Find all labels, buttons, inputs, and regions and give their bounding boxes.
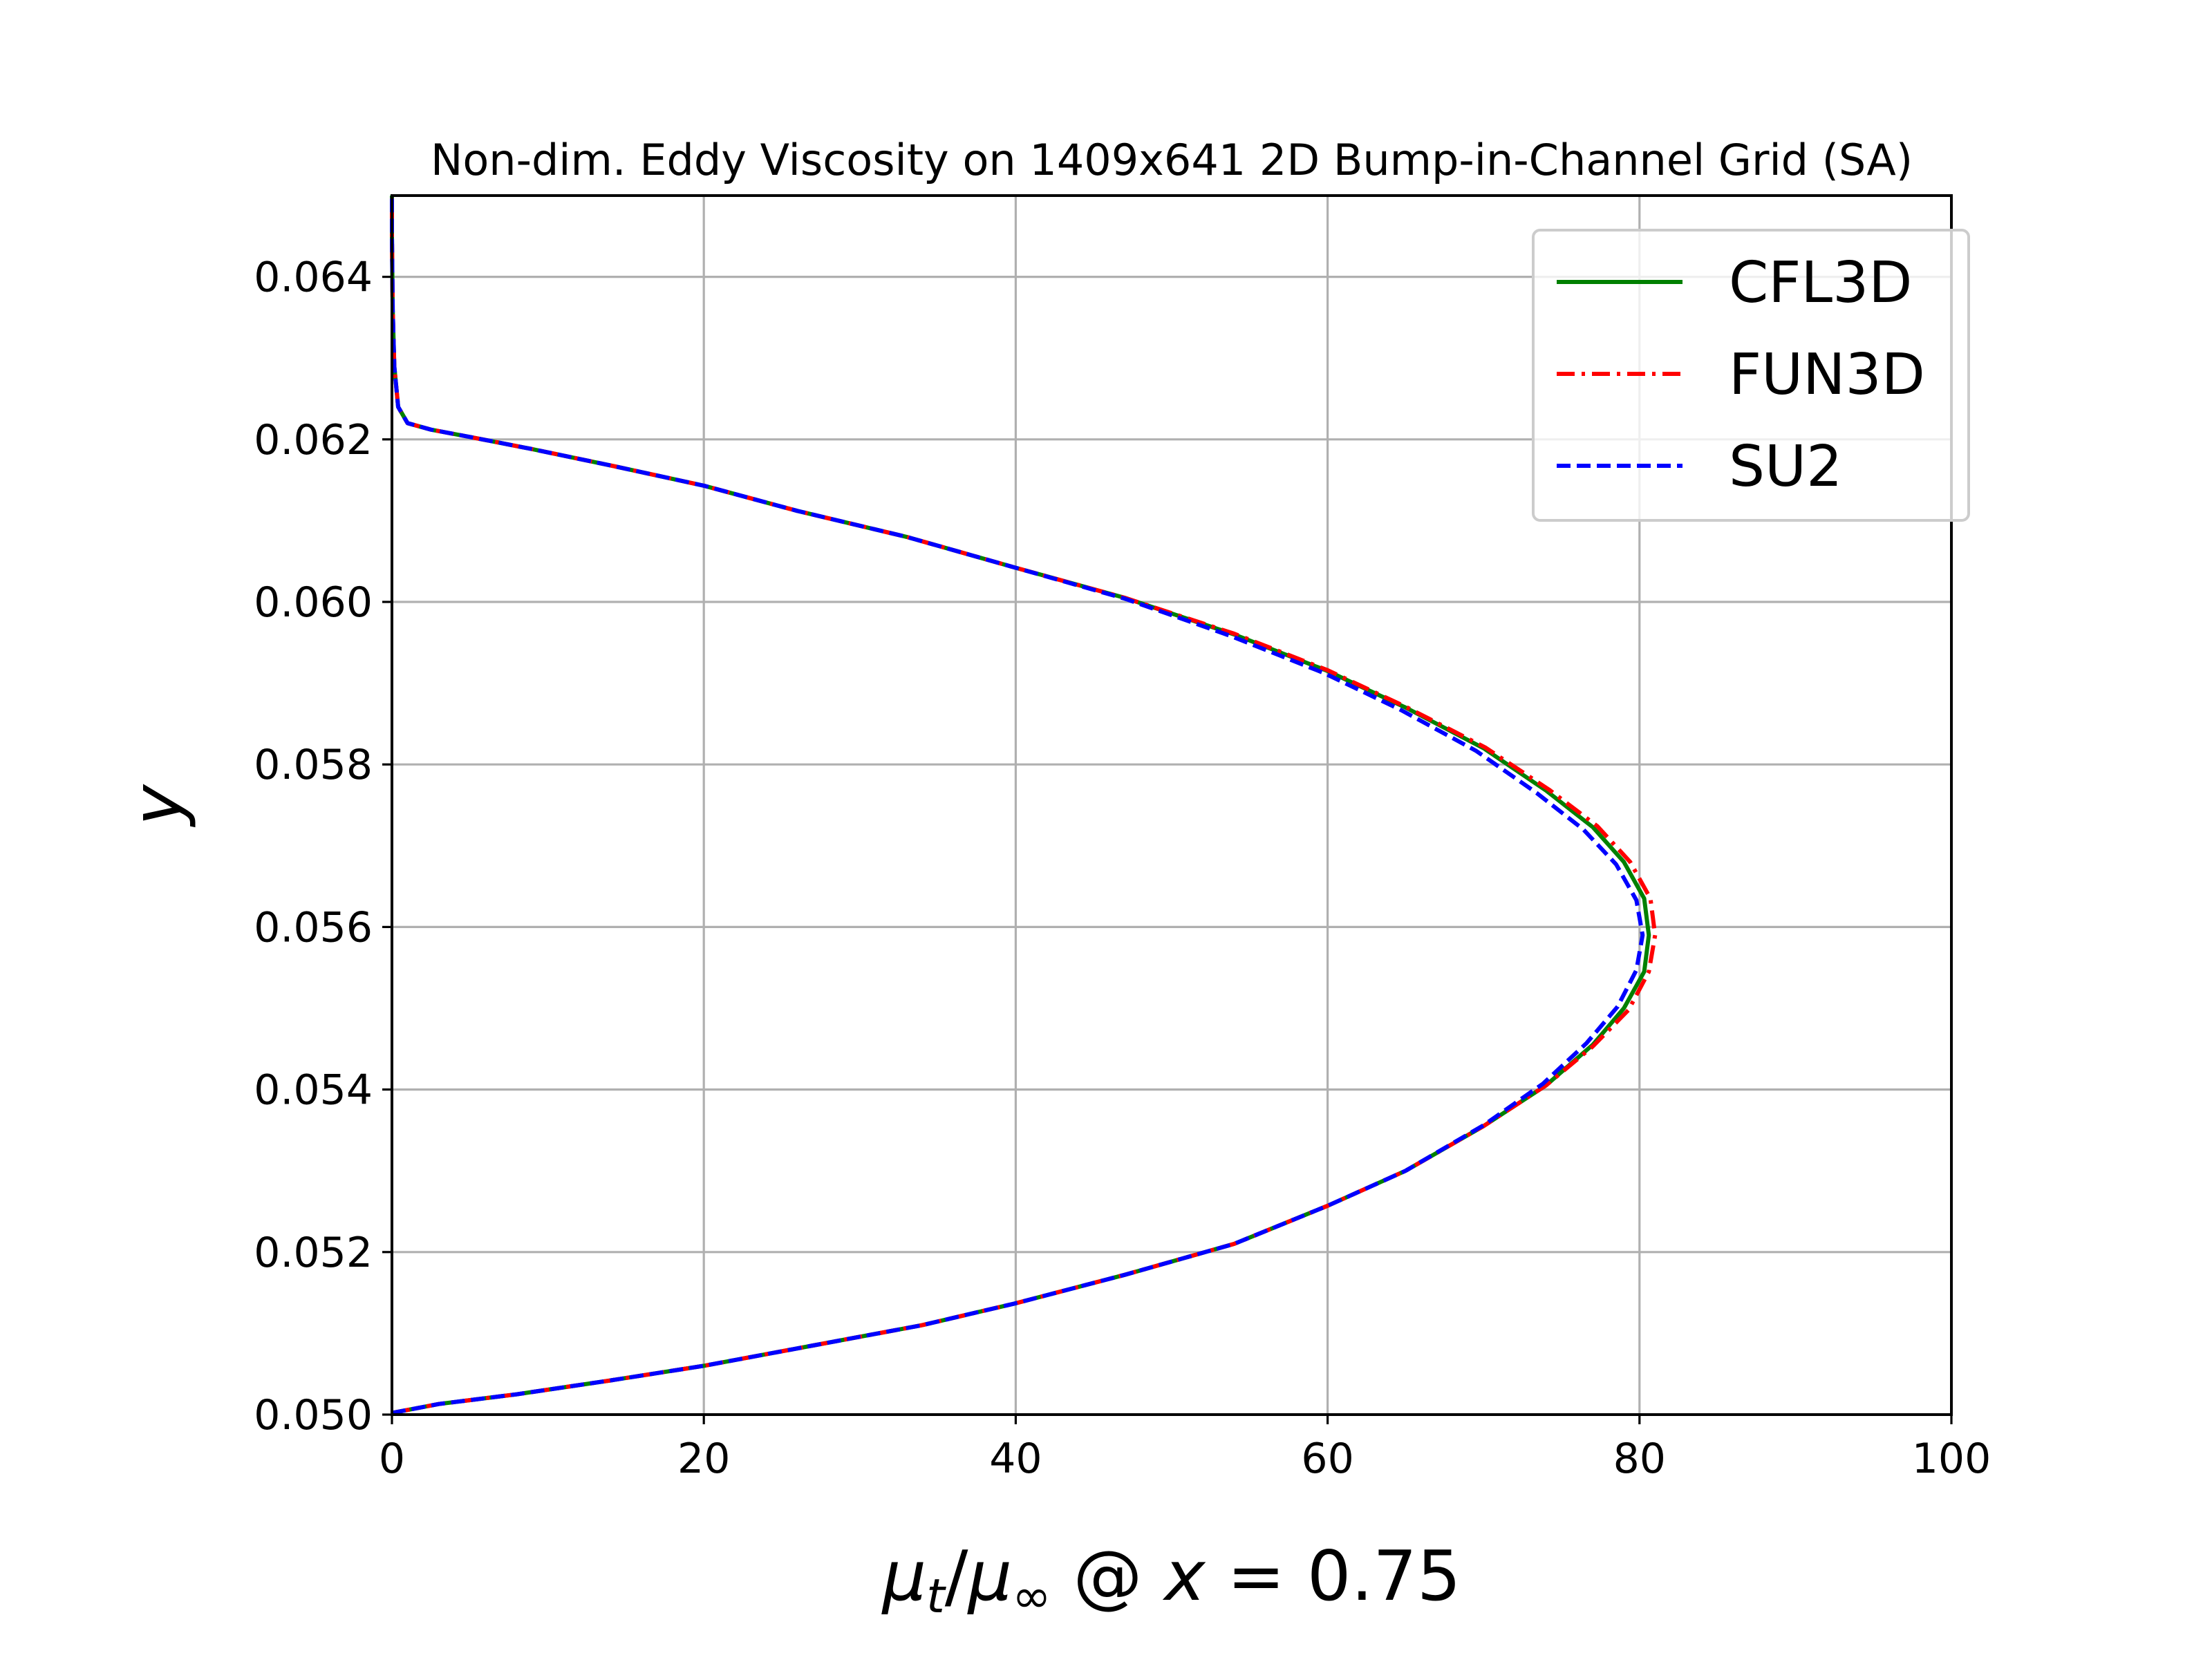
y-axis-label: y — [117, 784, 198, 828]
y-tick-label: 0.062 — [254, 416, 373, 464]
x-label-slash: / — [945, 1536, 968, 1616]
y-tick-label: 0.054 — [254, 1066, 373, 1115]
y-tick-label: 0.050 — [254, 1391, 373, 1439]
x-label-x: x — [1162, 1536, 1206, 1616]
legend-label-su2: SU2 — [1729, 434, 1842, 500]
x-tick-label: 40 — [989, 1435, 1042, 1483]
x-tick-label: 0 — [379, 1435, 405, 1483]
x-label-value: = 0.75 — [1206, 1536, 1461, 1616]
x-label-sub-t: t — [926, 1569, 946, 1624]
x-tick-label: 80 — [1613, 1435, 1666, 1483]
axis-ticks: 0 20 40 60 80 100 0.050 0.052 0.054 0.056 0.058 0.0… — [254, 254, 1991, 1483]
y-tick-label: 0.052 — [254, 1229, 373, 1277]
y-tick-label: 0.064 — [254, 254, 373, 302]
chart-title: Non-dim. Eddy Viscosity on 1409x641 2D B… — [431, 135, 1913, 185]
series-line-su2 — [390, 196, 1645, 1415]
x-label-mu-2: μ — [966, 1536, 1012, 1616]
legend-label-cfl3d: CFL3D — [1729, 250, 1912, 316]
grid-lines — [391, 196, 1953, 1416]
x-tick-label: 20 — [677, 1435, 730, 1483]
legend-label-fun3d: FUN3D — [1729, 342, 1925, 408]
legend-items: CFL3D FUN3D SU2 — [1557, 250, 1925, 500]
plot-area-frame — [391, 194, 1953, 1416]
legend-box — [1532, 229, 1970, 522]
series-lines — [390, 196, 1658, 1415]
x-label-mu: μ — [881, 1536, 926, 1616]
y-tick-label: 0.060 — [254, 578, 373, 627]
x-label-sub-inf: ∞ — [1012, 1569, 1051, 1624]
x-tick-label: 100 — [1912, 1435, 1991, 1483]
legend: CFL3D FUN3D SU2 — [1532, 229, 1970, 522]
x-label-at: @ — [1051, 1536, 1165, 1616]
x-axis-label: μt/μ∞ @ x = 0.75 — [881, 1536, 1461, 1624]
x-tick-label: 60 — [1301, 1435, 1353, 1483]
y-tick-label: 0.058 — [254, 741, 373, 789]
y-tick-label: 0.056 — [254, 903, 373, 952]
